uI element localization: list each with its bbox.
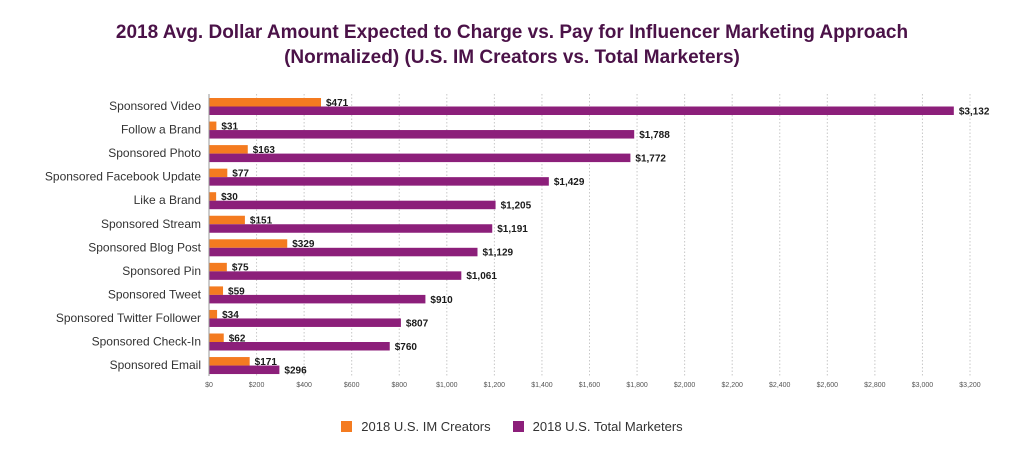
category-label: Sponsored Photo: [108, 146, 201, 160]
data-label: $807: [406, 318, 429, 329]
bar-total-marketers: [209, 365, 280, 375]
bar-im-creators: [209, 192, 217, 201]
data-label: $30: [221, 192, 238, 203]
category-label: Follow a Brand: [121, 123, 201, 137]
x-tick-label: $2,400: [769, 382, 791, 389]
x-tick-label: $1,000: [436, 382, 458, 389]
data-label: $1,429: [554, 177, 585, 188]
bar-total-marketers: [209, 153, 631, 163]
bar-im-creators: [209, 145, 248, 154]
data-label: $1,191: [497, 224, 528, 235]
x-tick-label: $200: [249, 382, 265, 389]
category-label: Sponsored Twitter Follower: [56, 311, 201, 325]
bar-im-creators: [209, 239, 288, 248]
data-label: $31: [221, 121, 238, 132]
bar-im-creators: [209, 309, 218, 319]
data-label: $77: [232, 169, 249, 180]
category-label: Sponsored Pin: [122, 264, 201, 278]
bar-im-creators: [209, 333, 224, 342]
data-label: $329: [292, 239, 315, 250]
bar-im-creators: [209, 98, 322, 107]
data-label: $1,061: [466, 271, 497, 282]
bar-total-marketers: [209, 224, 493, 233]
x-tick-label: $2,800: [864, 382, 886, 389]
chart-title-line-1: 2018 Avg. Dollar Amount Expected to Char…: [115, 22, 909, 43]
x-tick-label: $2,200: [721, 382, 743, 389]
category-label: Sponsored Email: [110, 358, 201, 372]
x-tick-label: $1,400: [531, 382, 553, 389]
x-tick-label: $800: [391, 382, 407, 389]
bar-total-marketers: [209, 318, 401, 327]
x-tick-label: $1,200: [484, 382, 506, 389]
category-label: Sponsored Stream: [101, 217, 201, 231]
data-label: $910: [430, 295, 453, 306]
data-label: $3,132: [959, 106, 990, 117]
category-label: Sponsored Blog Post: [88, 240, 201, 254]
data-label: $171: [255, 357, 278, 368]
category-label: Sponsored Facebook Update: [45, 170, 201, 184]
data-label: $59: [228, 286, 245, 297]
category-label: Sponsored Tweet: [108, 287, 202, 301]
x-tick-label: $3,200: [959, 382, 981, 389]
bar-total-marketers: [209, 106, 954, 115]
data-label: $471: [326, 98, 349, 109]
data-label: $1,129: [482, 248, 513, 259]
x-tick-label: $2,000: [674, 382, 696, 389]
legend-item-im-creators: 2018 U.S. IM Creators: [341, 419, 491, 434]
data-label: $1,205: [501, 201, 532, 212]
data-label: $151: [250, 216, 273, 227]
bar-im-creators: [209, 286, 224, 295]
legend-label-total-marketers: 2018 U.S. Total Marketers: [532, 419, 683, 434]
data-label: $1,772: [635, 153, 666, 164]
x-tick-label: $0: [205, 382, 213, 389]
bar-total-marketers: [209, 130, 635, 139]
data-label: $75: [232, 263, 249, 274]
legend: 2018 U.S. IM Creators 2018 U.S. Total Ma…: [0, 419, 1024, 434]
data-label: $1,788: [639, 130, 670, 141]
bar-total-marketers: [209, 177, 549, 186]
bar-im-creators: [209, 215, 245, 225]
x-tick-label: $1,800: [626, 382, 648, 389]
x-tick-label: $400: [296, 382, 312, 389]
bar-total-marketers: [209, 342, 390, 351]
legend-swatch-total-marketers: [512, 421, 524, 432]
bar-im-creators: [209, 168, 228, 178]
data-label: $62: [229, 333, 246, 344]
x-tick-label: $1,600: [579, 382, 601, 389]
legend-item-total-marketers: 2018 U.S. Total Marketers: [512, 419, 683, 434]
x-tick-label: $3,000: [912, 382, 934, 389]
data-label: $296: [284, 365, 307, 376]
data-label: $163: [253, 145, 276, 156]
x-tick-label: $600: [344, 382, 360, 389]
category-label: Like a Brand: [134, 193, 201, 207]
category-label: Sponsored Video: [109, 99, 201, 113]
chart-title-line-2: (Normalized) (U.S. IM Creators vs. Total…: [284, 47, 740, 68]
data-label: $760: [395, 342, 418, 353]
bar-total-marketers: [209, 271, 462, 280]
bar-total-marketers: [209, 247, 478, 257]
bar-total-marketers: [209, 200, 496, 210]
bar-im-creators: [209, 121, 217, 131]
bar-total-marketers: [209, 294, 426, 304]
bar-im-creators: [209, 357, 250, 366]
bar-im-creators: [209, 262, 227, 272]
data-label: $34: [222, 310, 239, 321]
category-label: Sponsored Check-In: [92, 335, 201, 349]
chart-title: 2018 Avg. Dollar Amount Expected to Char…: [0, 20, 1024, 70]
legend-swatch-im-creators: [341, 421, 353, 432]
legend-label-im-creators: 2018 U.S. IM Creators: [361, 419, 491, 434]
x-tick-label: $2,600: [817, 382, 839, 389]
